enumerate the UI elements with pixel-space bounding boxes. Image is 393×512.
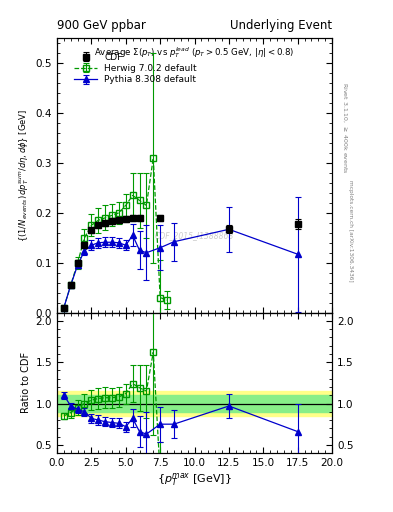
Text: Rivet 3.1.10, $\geq$ 400k events: Rivet 3.1.10, $\geq$ 400k events xyxy=(341,82,349,174)
Text: Underlying Event: Underlying Event xyxy=(230,19,332,32)
Text: Average $\Sigma(p_T)$ vs $p_T^{lead}$ ($p_T > 0.5$ GeV, $|\eta| < 0.8$): Average $\Sigma(p_T)$ vs $p_T^{lead}$ ($… xyxy=(94,45,295,60)
Text: mcplots.cern.ch [arXiv:1306.3436]: mcplots.cern.ch [arXiv:1306.3436] xyxy=(348,180,353,281)
Text: 900 GeV ppbar: 900 GeV ppbar xyxy=(57,19,146,32)
Text: CDF_2015_I1388868: CDF_2015_I1388868 xyxy=(155,231,234,240)
Y-axis label: Ratio to CDF: Ratio to CDF xyxy=(21,352,31,413)
X-axis label: $\{p_T^{max}$ [GeV]$\}$: $\{p_T^{max}$ [GeV]$\}$ xyxy=(157,471,232,488)
Legend: CDF, Herwig 7.0.2 default, Pythia 8.308 default: CDF, Herwig 7.0.2 default, Pythia 8.308 … xyxy=(72,51,198,86)
Y-axis label: $\{(1/N_{events})\,dp_T^{sum}/d\eta,d\phi\}$ [GeV]: $\{(1/N_{events})\,dp_T^{sum}/d\eta,d\ph… xyxy=(18,109,31,242)
